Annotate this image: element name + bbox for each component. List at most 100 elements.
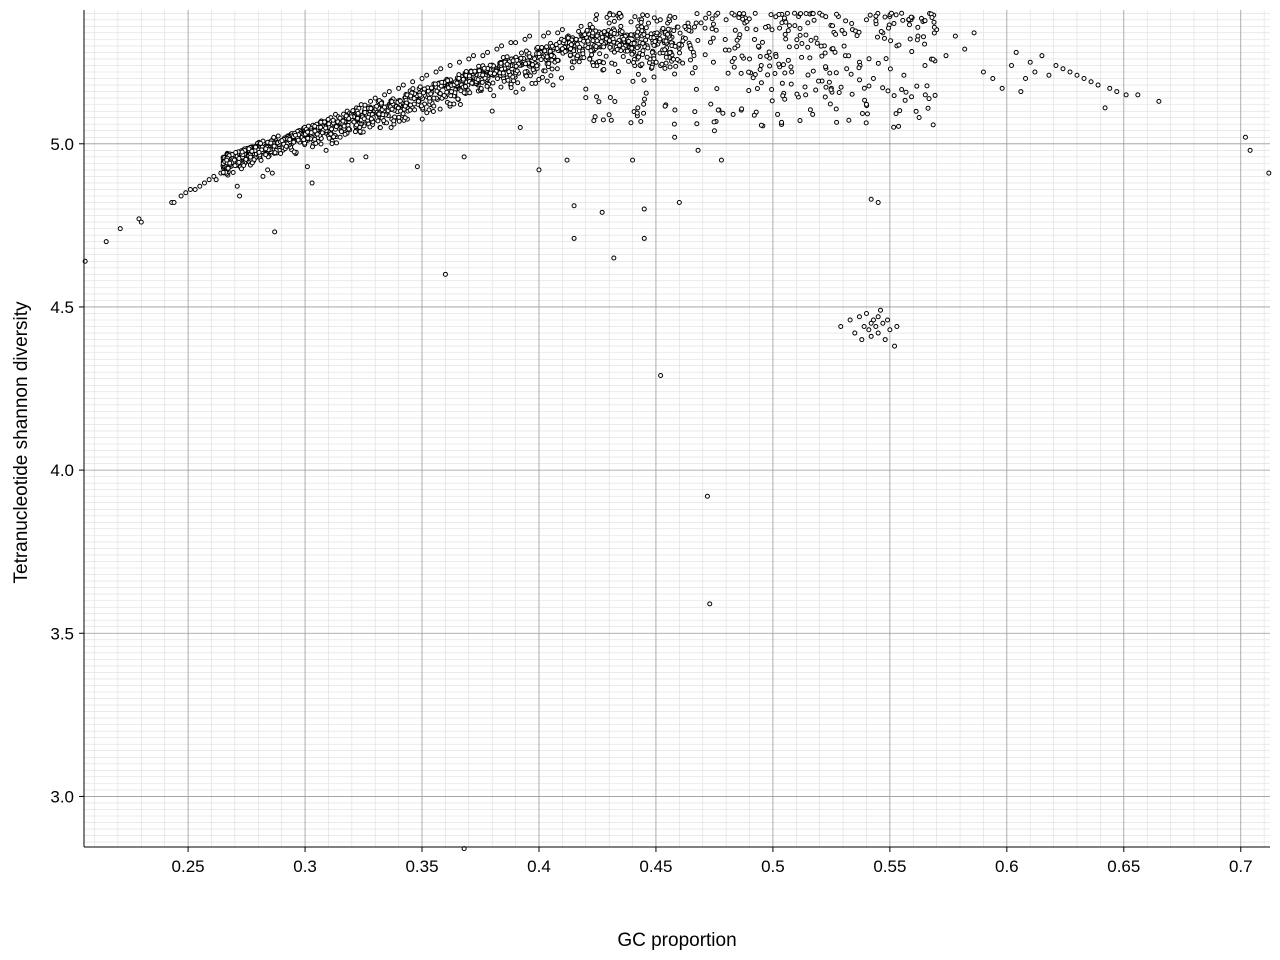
data-point xyxy=(931,30,937,36)
data-point xyxy=(183,190,189,196)
data-point xyxy=(337,134,343,140)
data-point xyxy=(309,144,315,150)
data-point xyxy=(645,45,651,51)
data-point xyxy=(439,79,445,85)
data-point xyxy=(319,130,325,136)
data-point xyxy=(380,112,386,118)
data-point xyxy=(1018,89,1024,95)
data-point xyxy=(909,94,915,100)
data-point xyxy=(171,200,177,206)
data-point xyxy=(634,110,640,116)
data-point xyxy=(931,24,937,30)
data-point xyxy=(529,80,535,86)
data-point xyxy=(772,70,778,76)
data-point xyxy=(355,110,361,116)
data-point xyxy=(649,64,655,70)
data-point xyxy=(755,43,761,49)
data-point xyxy=(431,95,437,101)
data-point xyxy=(539,44,545,50)
data-point xyxy=(527,33,533,39)
data-point xyxy=(536,167,542,173)
data-point xyxy=(400,111,406,117)
data-point xyxy=(718,157,724,163)
data-point xyxy=(880,320,886,326)
data-point xyxy=(891,20,897,26)
data-point xyxy=(711,128,717,134)
data-point xyxy=(448,93,454,99)
data-point xyxy=(849,91,855,97)
data-point xyxy=(746,69,752,75)
data-point xyxy=(635,105,641,111)
data-point xyxy=(757,67,763,73)
data-point xyxy=(707,39,713,45)
data-point xyxy=(630,157,636,163)
data-point xyxy=(571,235,577,241)
data-point xyxy=(599,34,605,40)
data-point xyxy=(351,119,357,125)
data-point xyxy=(441,92,447,98)
data-point xyxy=(523,61,529,67)
data-point xyxy=(641,96,647,102)
data-point xyxy=(201,180,207,186)
data-point xyxy=(833,31,839,37)
data-point xyxy=(343,113,349,119)
data-point xyxy=(645,33,651,39)
data-point xyxy=(660,26,666,32)
data-point xyxy=(962,46,968,52)
data-point xyxy=(513,63,519,69)
x-tick-label: 0.55 xyxy=(873,857,906,876)
data-point xyxy=(769,86,775,92)
data-point xyxy=(469,80,475,86)
data-point xyxy=(899,86,905,92)
data-point xyxy=(220,169,226,175)
data-point xyxy=(377,125,383,131)
data-point xyxy=(1074,72,1080,78)
data-point xyxy=(330,117,336,123)
data-point xyxy=(260,173,266,179)
data-point xyxy=(594,12,600,18)
data-point xyxy=(709,16,715,22)
data-point xyxy=(675,24,681,30)
data-point xyxy=(672,14,678,20)
data-point xyxy=(456,72,462,78)
data-point xyxy=(1013,49,1019,55)
data-point xyxy=(805,44,811,50)
data-point xyxy=(870,317,876,323)
data-point xyxy=(631,40,637,46)
data-point xyxy=(275,133,281,139)
data-point xyxy=(663,54,669,60)
data-point xyxy=(555,30,561,36)
data-point xyxy=(827,70,833,76)
data-point xyxy=(846,53,852,59)
data-point xyxy=(915,24,921,30)
data-point xyxy=(808,37,814,43)
data-point xyxy=(816,78,822,84)
data-point xyxy=(499,43,505,49)
data-point xyxy=(630,78,636,84)
data-point xyxy=(814,40,820,46)
data-point xyxy=(1067,69,1073,75)
data-point xyxy=(431,103,437,109)
data-point xyxy=(594,38,600,44)
data-point xyxy=(838,84,844,90)
data-point xyxy=(805,20,811,26)
data-point xyxy=(428,85,434,91)
data-point xyxy=(725,70,731,76)
data-point xyxy=(715,10,721,16)
data-point xyxy=(849,20,855,26)
data-point xyxy=(888,10,894,16)
data-point xyxy=(514,57,520,63)
x-tick-label: 0.7 xyxy=(1229,857,1253,876)
data-point xyxy=(325,116,331,122)
y-tick-label: 3.5 xyxy=(50,624,74,643)
data-point xyxy=(192,186,198,192)
data-point xyxy=(504,54,510,60)
data-point xyxy=(378,100,384,106)
data-point xyxy=(885,317,891,323)
data-point xyxy=(233,150,239,156)
data-point xyxy=(1095,82,1101,88)
data-point xyxy=(706,10,712,16)
data-point xyxy=(1088,79,1094,85)
data-point xyxy=(554,46,560,52)
data-point xyxy=(635,29,641,35)
